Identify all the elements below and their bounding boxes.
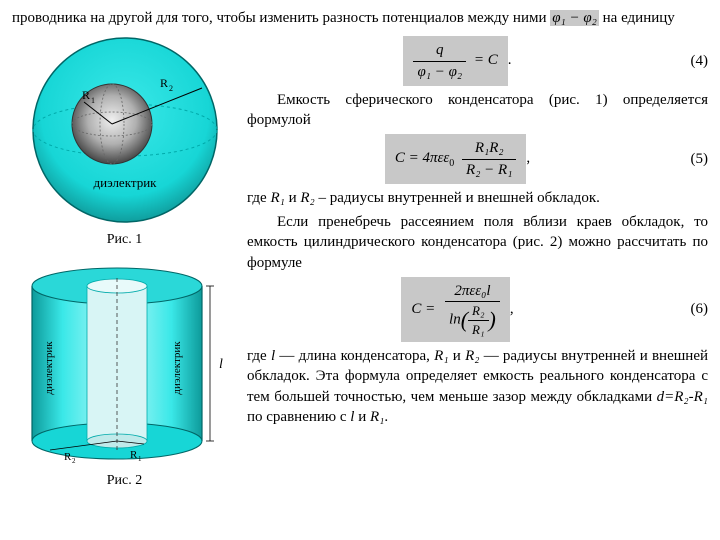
eq5-frac-num: R₁R₂ [462, 138, 516, 159]
equation-5: C = 4πεε0 R₁R₂R₂ − R₁ , (5) [247, 134, 708, 184]
svg-text:l: l [219, 357, 223, 372]
svg-text:R: R [82, 88, 90, 102]
eq6-R1: R₁ [468, 321, 488, 339]
fig2-caption: Рис. 2 [12, 472, 237, 491]
text-column: qφ₁ − φ₂ = C . (4) Емкость сферического … [247, 32, 708, 499]
intro-text: проводника на другой для того, чтобы изм… [12, 8, 708, 28]
intro-part2: на единицу [599, 10, 675, 26]
eq4-num: (4) [668, 51, 708, 71]
intro-part1: проводника на другой для того, чтобы изм… [12, 10, 550, 26]
intro-phi: φ₁ − φ₂ [550, 10, 599, 26]
figures-column: R1 R2 диэлектрик Рис. 1 [12, 32, 237, 499]
para1: Емкость сферического конденсатора (рис. … [247, 90, 708, 131]
svg-text:1: 1 [91, 96, 95, 105]
eq5-comma: , [526, 150, 530, 166]
eq5-frac-den: R₂ − R₁ [462, 160, 516, 180]
figure-1-svg: R1 R2 диэлектрик [20, 32, 230, 227]
eq5-lhs: C = 4πεε [395, 150, 449, 166]
svg-text:2: 2 [72, 457, 76, 465]
eq5-num: (5) [668, 149, 708, 169]
eq6-R2: R₂ [468, 302, 488, 321]
eq6-topnum: 2πεε₀l [445, 281, 500, 302]
eq6-ln: ln [449, 311, 461, 327]
svg-text:диэлектрик: диэлектрик [171, 341, 183, 395]
eq4-C: = C [474, 52, 498, 68]
svg-text:1: 1 [138, 455, 142, 463]
fig1-caption: Рис. 1 [12, 231, 237, 250]
eq6-num: (6) [668, 299, 708, 319]
svg-text:R: R [130, 449, 138, 461]
svg-text:R: R [64, 451, 72, 463]
eq6-comma: , [510, 301, 514, 317]
equation-6: C = 2πεε₀l ln(R₂R₁) , (6) [247, 277, 708, 342]
svg-text:2: 2 [169, 84, 173, 93]
eq5-zero: 0 [449, 158, 454, 169]
eq4-phi: φ₁ − φ₂ [413, 62, 466, 82]
svg-text:диэлектрик: диэлектрик [93, 175, 157, 190]
para3: Если пренебречь рассеянием поля вблизи к… [247, 212, 708, 273]
figure-2-svg: l R1 R2 диэлектрик диэлектрик [12, 258, 237, 468]
para2: где R₁ и R₂ – радиусы внутренней и внешн… [247, 188, 708, 208]
eq4-tail: . [508, 52, 512, 68]
equation-4: qφ₁ − φ₂ = C . (4) [247, 36, 708, 86]
svg-text:диэлектрик: диэлектрик [43, 341, 55, 395]
eq6-lhs: C = [411, 301, 435, 317]
eq4-q: q [413, 40, 466, 61]
para4: где l — длина конденсатора, R₁ и R₂ — ра… [247, 346, 708, 427]
svg-text:R: R [160, 76, 168, 90]
